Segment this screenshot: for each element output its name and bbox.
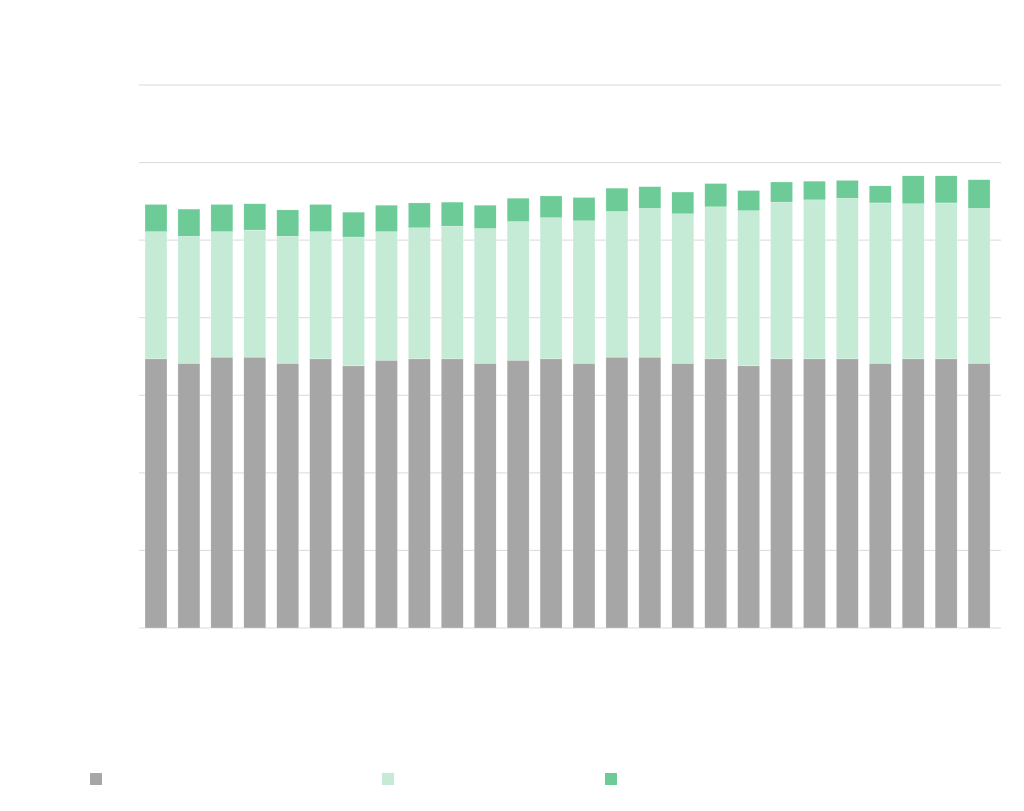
bar-segment-series-1 <box>934 358 958 629</box>
bar-segment-series-1 <box>342 365 365 629</box>
bar-segment-series-1 <box>441 358 464 629</box>
bar-segment-series-2 <box>803 199 826 360</box>
bar-segment-series-2 <box>342 236 365 367</box>
bar-segment-series-1 <box>210 357 234 629</box>
bar-segment-series-1 <box>309 358 332 629</box>
bar-segment-series-1 <box>506 360 530 629</box>
bar-segment-series-1 <box>276 363 299 629</box>
bar-segment-series-2 <box>441 225 464 360</box>
bar-segment-series-3 <box>638 186 662 209</box>
bar-segment-series-3 <box>934 175 958 204</box>
bar-segment-series-2 <box>967 208 991 364</box>
bar-segment-series-3 <box>869 185 892 204</box>
bar-segment-series-1 <box>704 358 727 629</box>
bar-segment-series-1 <box>770 358 793 629</box>
bar-segment-series-1 <box>836 358 859 629</box>
bar-segment-series-3 <box>671 191 695 215</box>
bar-segment-series-3 <box>836 180 859 199</box>
bar-segment-series-2 <box>506 221 530 361</box>
bar-segment-series-3 <box>210 204 234 232</box>
bar-segment-series-3 <box>901 175 925 204</box>
bar-segment-series-2 <box>836 198 859 360</box>
bar-segment-series-2 <box>408 227 431 360</box>
bar-segment-series-1 <box>967 363 991 629</box>
bar-segment-series-1 <box>144 358 168 629</box>
bar-segment-series-1 <box>803 358 826 629</box>
bar-segment-series-3 <box>539 195 563 218</box>
bar-segment-series-3 <box>770 181 793 203</box>
bar-segment-series-1 <box>408 358 431 629</box>
bar-segment-series-1 <box>539 358 563 629</box>
bar-segment-series-1 <box>605 357 629 629</box>
bar-segment-series-2 <box>704 206 727 360</box>
bar-segment-series-2 <box>901 203 925 360</box>
bars <box>144 175 991 629</box>
bar-segment-series-2 <box>638 208 662 358</box>
bar-segment-series-2 <box>309 231 332 360</box>
bar-segment-series-1 <box>473 363 497 629</box>
bar-segment-series-2 <box>177 236 201 364</box>
bar-segment-series-3 <box>967 179 991 209</box>
bar-segment-series-2 <box>605 211 629 358</box>
bar-segment-series-1 <box>177 363 201 629</box>
legend-swatch-series-1 <box>90 773 102 785</box>
bar-segment-series-3 <box>309 204 332 232</box>
legend <box>90 773 617 785</box>
bar-segment-series-3 <box>473 204 497 229</box>
bar-segment-series-2 <box>671 213 695 364</box>
bar-segment-series-1 <box>572 363 596 629</box>
bar-segment-series-1 <box>671 363 695 629</box>
bar-segment-series-2 <box>572 220 596 364</box>
bar-segment-series-3 <box>408 202 431 228</box>
bar-segment-series-1 <box>243 357 267 629</box>
bar-segment-series-2 <box>276 236 299 364</box>
bar-segment-series-2 <box>243 229 267 358</box>
bar-segment-series-2 <box>210 231 234 358</box>
bar-segment-series-3 <box>375 204 398 232</box>
legend-swatch-series-2 <box>382 773 394 785</box>
bar-segment-series-3 <box>572 197 596 222</box>
bar-segment-series-3 <box>605 187 629 212</box>
bar-segment-series-2 <box>473 228 497 364</box>
bar-segment-series-3 <box>506 198 530 222</box>
bar-segment-series-1 <box>638 357 662 629</box>
bar-segment-series-3 <box>704 183 727 208</box>
bar-segment-series-3 <box>276 209 299 237</box>
bar-segment-series-2 <box>737 210 760 367</box>
bar-segment-series-3 <box>144 204 168 232</box>
bar-segment-series-2 <box>375 231 398 361</box>
bar-segment-series-1 <box>869 363 892 629</box>
bar-segment-series-3 <box>342 211 365 238</box>
bar-segment-series-1 <box>375 360 398 629</box>
bar-segment-series-3 <box>177 208 201 237</box>
legend-swatch-series-3 <box>605 773 617 785</box>
bar-segment-series-1 <box>737 365 760 629</box>
bar-segment-series-1 <box>901 358 925 629</box>
bar-segment-series-2 <box>539 217 563 360</box>
bar-segment-series-2 <box>934 202 958 360</box>
bar-segment-series-2 <box>770 201 793 360</box>
bar-segment-series-3 <box>243 203 267 231</box>
bar-segment-series-2 <box>869 202 892 364</box>
bar-segment-series-3 <box>737 190 760 211</box>
bar-segment-series-3 <box>441 201 464 227</box>
bar-segment-series-3 <box>803 180 826 201</box>
bar-segment-series-2 <box>144 231 168 360</box>
